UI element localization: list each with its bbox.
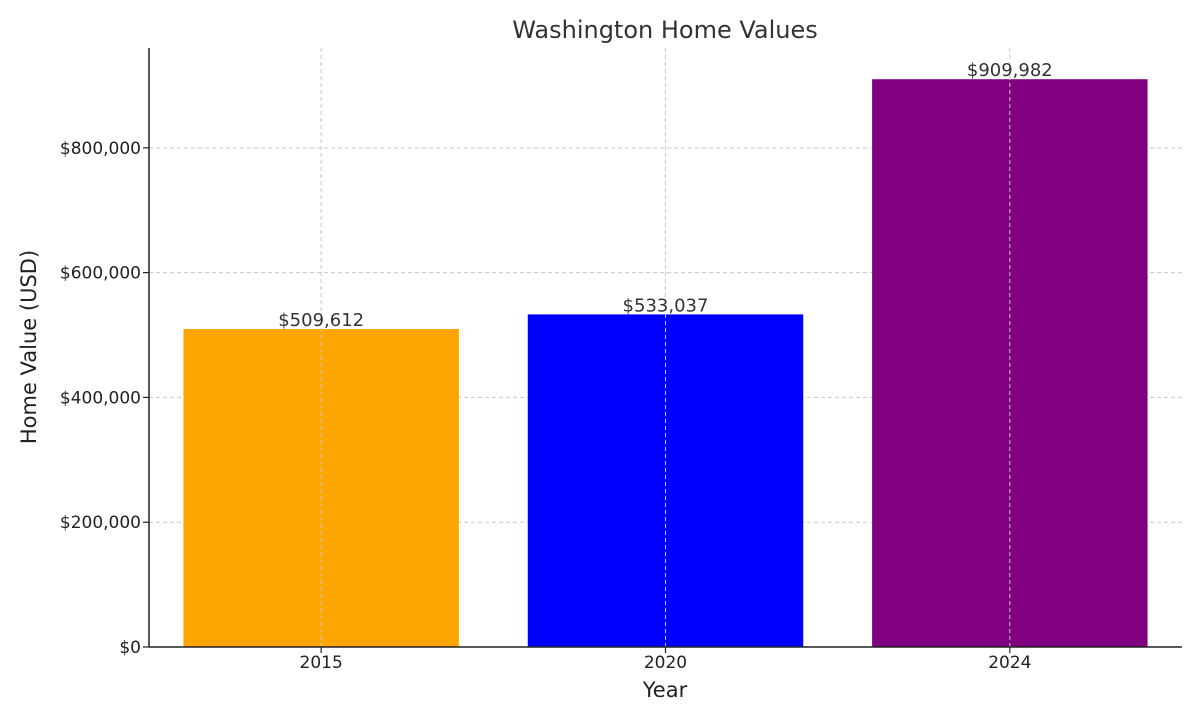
axes-layer: $0 $200,000 $400,000 $600,000 $800,000 2015 20… xyxy=(60,48,1182,673)
x-tick-label: 2015 xyxy=(300,653,343,673)
x-tick-label: 2020 xyxy=(644,653,687,673)
data-label-2020: $533,037 xyxy=(623,295,709,316)
vertical-grid-layer xyxy=(320,48,1011,647)
y-tick-label: $200,000 xyxy=(60,513,141,533)
x-axis-label: Year xyxy=(642,678,688,702)
bar-2020 xyxy=(527,314,804,647)
y-tick-label: $0 xyxy=(119,638,141,658)
y-tick-label: $400,000 xyxy=(60,388,141,408)
bars-layer xyxy=(183,79,1148,647)
y-tick-label: $800,000 xyxy=(60,139,141,159)
x-tick-label: 2024 xyxy=(988,653,1031,673)
data-label-2015: $509,612 xyxy=(278,310,364,331)
y-axis-label: Home Value (USD) xyxy=(17,250,41,444)
bar-2015 xyxy=(183,329,459,647)
y-tick-label: $600,000 xyxy=(60,264,141,284)
data-label-2024: $909,982 xyxy=(967,60,1053,81)
data-labels-layer: $509,612 $533,037 $909,982 xyxy=(278,60,1053,331)
chart-title: Washington Home Values xyxy=(512,16,818,44)
